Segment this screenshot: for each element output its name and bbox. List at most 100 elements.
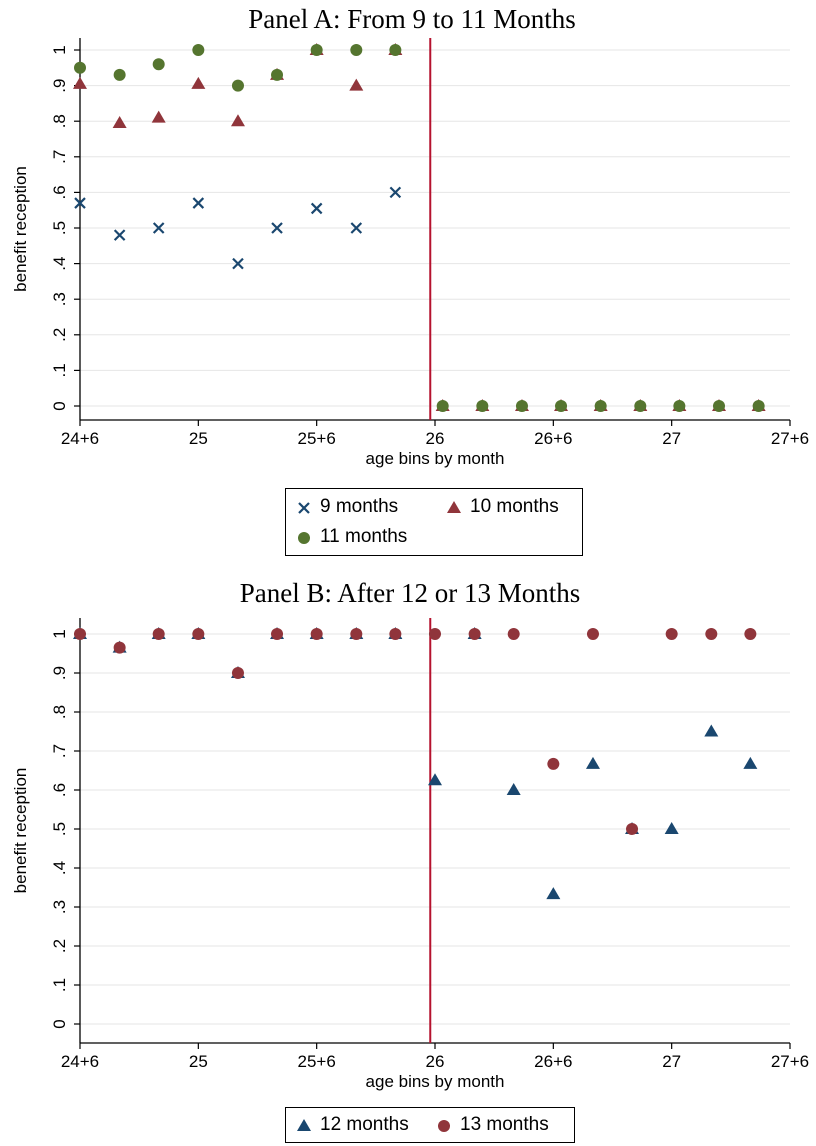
panel-b-point-13-months <box>74 628 86 640</box>
panel-b-point-12-months <box>546 887 561 900</box>
panel-b-point-12-months <box>428 773 442 786</box>
panel-b-x-axis-label: age bins by month <box>366 1072 505 1091</box>
panel-a-x-tick-label: 27 <box>662 429 681 448</box>
panel-a-legend-item-9-months: 9 months <box>296 496 398 518</box>
panel-a-point-10-months <box>151 110 166 123</box>
panel-a-point-9-months <box>113 229 126 241</box>
panel-a-legend-label: 9 months <box>320 496 399 517</box>
panel-b-legend-item-12-months: 12 months <box>296 1114 409 1136</box>
panel-a-point-9-months <box>389 186 402 199</box>
panel-b-point-13-months <box>310 628 323 640</box>
panel-a-point-11-months <box>752 400 765 412</box>
panel-b-y-tick-label: .3 <box>50 900 69 914</box>
panel-b-y-axis-label: benefit reception <box>11 768 30 894</box>
panel-a-point-9-months <box>310 202 323 215</box>
panel-b-point-12-months <box>585 756 600 769</box>
panel-b-y-tick-label: 1 <box>50 629 69 638</box>
panel-b-legend-symbol-13-months <box>438 1120 450 1132</box>
panel-b-x-tick-label: 24+6 <box>61 1052 99 1071</box>
panel-b-point-13-months <box>192 628 205 640</box>
panel-b-point-13-months <box>271 628 284 640</box>
panel-b-point-13-months <box>705 628 718 640</box>
panel-a-y-tick-label: .7 <box>50 150 69 164</box>
panel-a-point-10-months <box>112 115 127 128</box>
panel-a-point-11-months <box>436 400 449 412</box>
panel-a-x-tick-label: 25+6 <box>298 429 336 448</box>
panel-b-y-tick-label: .1 <box>50 978 69 992</box>
panel-a-x-tick-label: 27+6 <box>771 429 809 448</box>
panel-a-point-11-months <box>389 44 402 56</box>
panel-b-point-13-months <box>665 628 678 640</box>
panel-a-point-11-months <box>476 400 489 412</box>
panel-b-point-13-months <box>586 628 599 640</box>
panel-b-legend-label: 13 months <box>460 1114 549 1135</box>
panel-a-y-tick-label: 1 <box>50 45 69 54</box>
panel-a-y-tick-label: .6 <box>50 185 69 199</box>
panel-a-point-9-months <box>152 222 165 234</box>
panel-a-point-9-months <box>232 257 244 270</box>
panel-a-point-11-months <box>310 44 323 56</box>
panel-a-point-10-months <box>191 76 206 89</box>
panel-b-point-12-months <box>704 724 719 737</box>
panel-a-point-10-months <box>349 78 364 91</box>
panel-a-y-tick-label: .8 <box>50 114 69 128</box>
panel-a-title: Panel A: From 9 to 11 Months <box>248 4 576 34</box>
panel-b-legend-marker-12-months <box>297 1119 311 1131</box>
panel-a-point-11-months <box>152 58 165 71</box>
panel-b-y-tick-label: .4 <box>50 861 69 875</box>
panel-b-y-tick-label: .6 <box>50 783 69 797</box>
panel-b-point-13-months <box>231 667 244 679</box>
panel-b-x-tick-label: 26 <box>426 1052 445 1071</box>
panel-b-x-tick-label: 26+6 <box>534 1052 572 1071</box>
panel-a-legend-symbol-9-months <box>298 502 310 514</box>
panel-b-legend-label: 12 months <box>320 1114 409 1135</box>
panel-b-point-13-months <box>507 628 520 640</box>
panel-a-point-11-months <box>555 400 568 412</box>
panel-a-point-11-months <box>271 68 284 81</box>
panel-a-point-11-months <box>192 44 205 56</box>
panel-a-legend-symbol-10-months <box>447 501 461 513</box>
panel-a-point-11-months <box>515 400 528 412</box>
panel-a-point-10-months <box>230 114 245 127</box>
panel-a-legend-label: 11 months <box>320 526 408 547</box>
panel-b-x-tick-label: 27+6 <box>771 1052 809 1071</box>
panel-b-legend-item-13-months: 13 months <box>436 1114 549 1136</box>
panel-a-legend-item-11-months: 11 months <box>296 526 407 548</box>
panel-a-y-tick-label: 0 <box>50 401 69 410</box>
panel-a-legend-marker-11-months <box>298 532 310 544</box>
panel-a-point-11-months <box>673 400 686 412</box>
panel-b-point-13-months <box>744 628 757 640</box>
panel-a-point-10-months <box>73 76 87 89</box>
panel-a-y-tick-label: .9 <box>50 79 69 93</box>
panel-a-point-9-months <box>74 197 86 209</box>
panel-a-y-axis-label: benefit reception <box>11 166 30 292</box>
panel-b-legend-marker-13-months <box>438 1120 450 1132</box>
panel-b-y-tick-label: 0 <box>50 1019 69 1028</box>
panel-b-y-tick-label: .2 <box>50 939 69 953</box>
panel-b-point-13-months <box>113 641 126 654</box>
panel-b-chart: 0 .1 .2 .3 .4 .5 .6 .7 .8 .9 1 24+6 25 25+6 26 26+6 27 27… <box>11 618 809 1091</box>
panel-a-x-tick-label: 26 <box>426 429 445 448</box>
panel-a-y-tick-label: .1 <box>50 363 69 377</box>
panel-b-legend: 12 months 13 months <box>285 1107 575 1143</box>
panel-a-legend-symbol-11-months <box>298 532 310 544</box>
panel-b-point-13-months <box>152 628 165 640</box>
panel-a-point-9-months <box>192 197 205 209</box>
panel-a-y-tick-label: .5 <box>50 221 69 235</box>
panel-a-point-11-months <box>713 400 725 412</box>
panel-b-point-13-months <box>350 628 363 640</box>
panel-b-x-tick-label: 27 <box>662 1052 681 1071</box>
panel-b-point-13-months <box>429 628 441 640</box>
panel-b-point-13-months <box>547 757 560 770</box>
panel-a-chart: 0 .1 .2 .3 .4 .5 .6 .7 .8 .9 1 24+6 25 25+6 26 26+6 27 27… <box>11 38 809 468</box>
panel-a-point-11-months <box>113 68 126 81</box>
panel-b-point-12-months <box>743 756 758 769</box>
panel-a-point-9-months <box>271 222 283 234</box>
panel-a-point-9-months <box>350 222 363 234</box>
panel-a-legend: 9 months 10 months 11 months <box>285 488 583 556</box>
panel-a-legend-label: 10 months <box>470 496 559 517</box>
panel-b-title: Panel B: After 12 or 13 Months <box>239 578 581 608</box>
panel-b-point-13-months <box>468 628 481 640</box>
panel-b-y-tick-label: .9 <box>50 666 69 680</box>
panel-a-point-11-months <box>231 79 244 92</box>
